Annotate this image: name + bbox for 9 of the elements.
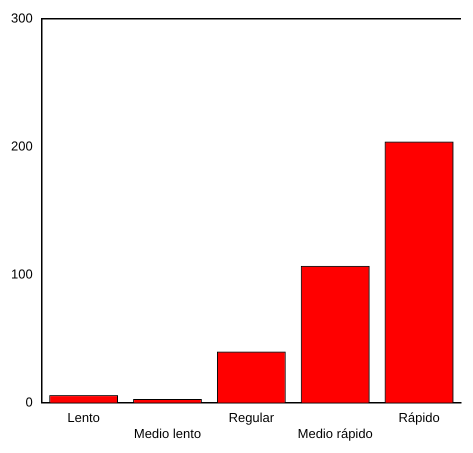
y-tick-label: 100	[10, 266, 33, 282]
x-tick-label: Rápido	[398, 410, 440, 426]
x-tick-label: Lento	[67, 410, 100, 426]
y-tick-label: 300	[10, 10, 33, 26]
x-tick-label: Regular	[228, 410, 275, 426]
x-tick-label: Medio lento	[134, 426, 202, 441]
y-tick-label: 200	[10, 138, 33, 154]
x-tick-label: Medio rápido	[298, 426, 373, 441]
y-tick-label: 0	[25, 394, 33, 410]
